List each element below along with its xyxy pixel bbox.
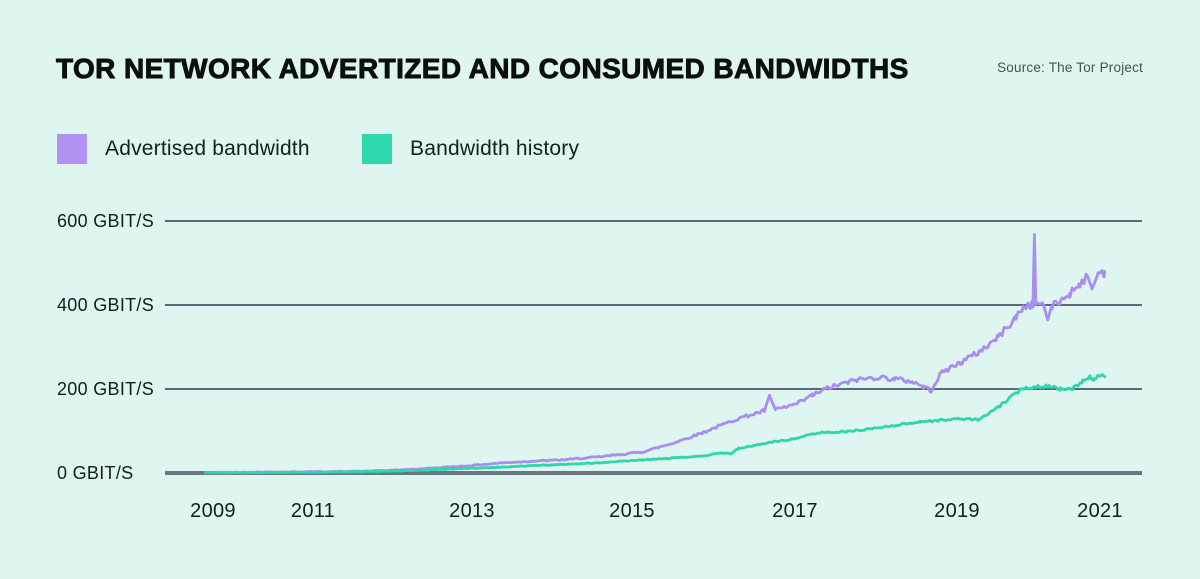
y-tick-label: 200 GBIT/S xyxy=(57,379,155,399)
legend-swatch-advertised xyxy=(57,134,87,164)
source-credit: Source: The Tor Project xyxy=(997,60,1143,75)
gridline-200 xyxy=(165,388,1142,390)
x-tick-label: 2015 xyxy=(609,500,655,522)
page-title: TOR NETWORK ADVERTIZED AND CONSUMED BAND… xyxy=(56,53,909,85)
x-tick-label: 2019 xyxy=(934,500,980,522)
legend-label-history: Bandwidth history xyxy=(410,137,580,160)
legend-label-advertised: Advertised bandwidth xyxy=(105,137,310,160)
y-tick-label: 0 GBIT/S xyxy=(57,463,134,483)
y-tick-label: 600 GBIT/S xyxy=(57,211,155,231)
gridline-0 xyxy=(165,471,1142,475)
x-tick-label: 2009 xyxy=(190,500,236,522)
x-tick-label: 2013 xyxy=(449,500,495,522)
legend: Advertised bandwidth Bandwidth history xyxy=(0,132,1200,166)
legend-item-advertised-bandwidth: Advertised bandwidth xyxy=(57,132,310,166)
y-tick-label: 400 GBIT/S xyxy=(57,295,155,315)
x-tick-label: 2011 xyxy=(290,500,336,522)
gridline-400 xyxy=(165,304,1142,306)
x-tick-label: 2017 xyxy=(772,500,818,522)
legend-item-bandwidth-history: Bandwidth history xyxy=(362,132,579,166)
legend-swatch-history xyxy=(362,134,392,164)
series-line-advertised-bandwidth xyxy=(204,233,1107,475)
x-tick-label: 2021 xyxy=(1077,500,1123,522)
gridline-600 xyxy=(165,220,1142,222)
